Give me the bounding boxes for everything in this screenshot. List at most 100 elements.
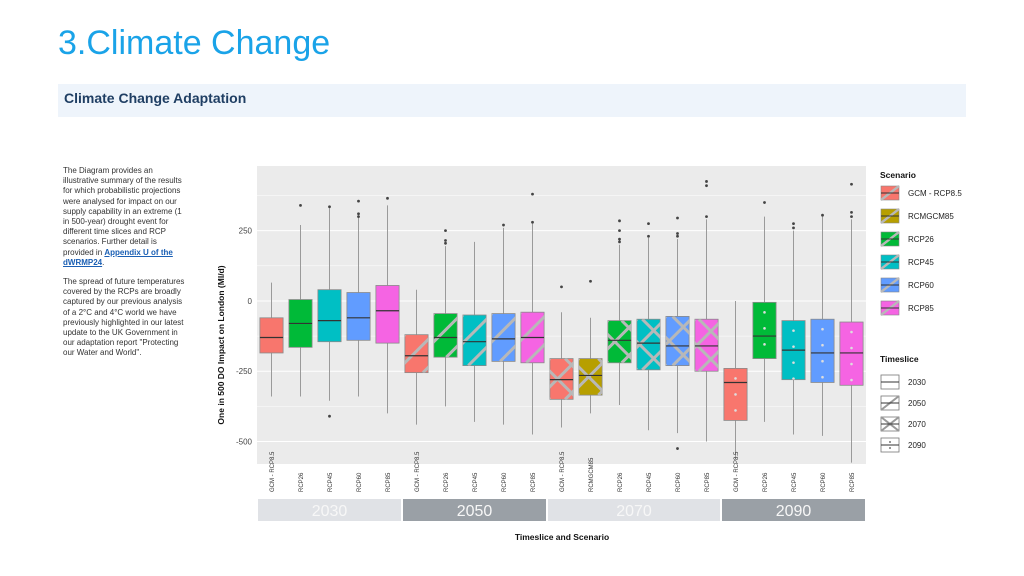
hatch-line <box>433 316 458 344</box>
pattern-dot <box>763 343 766 346</box>
box-2050-rcp85 <box>520 192 545 435</box>
outlier-point <box>444 229 447 233</box>
legend-timeslice-title: Timeslice <box>880 354 919 364</box>
description-paragraph-2: The spread of future temperatures covere… <box>63 277 185 358</box>
box-2070-rcp26 <box>607 219 632 405</box>
section-banner: Climate Change Adaptation <box>58 84 966 117</box>
outlier-point <box>676 447 679 450</box>
legend-timeslice-label: 2090 <box>908 441 926 450</box>
x-tick-label: RCP26 <box>618 472 624 492</box>
legend-timeslice-item: 2090 <box>880 437 926 453</box>
box-2030-rcp45 <box>317 205 342 418</box>
y-tick-label: 0 <box>248 297 253 306</box>
box-pattern <box>792 329 795 380</box>
boxes <box>259 180 864 463</box>
outlier-point <box>618 229 621 233</box>
description-p1-end: . <box>102 257 105 267</box>
legend-scenario-item: RCP85 <box>880 300 934 316</box>
box-2090-rcp26 <box>752 201 777 422</box>
legend-timeslice: 2030 2050 2070 2090 <box>880 374 926 453</box>
y-axis-label: One in 500 DO Impact on London (Ml/d) <box>216 265 226 424</box>
outlier-point <box>850 210 853 214</box>
hatch-line <box>641 349 661 370</box>
hatch-line <box>445 344 458 358</box>
section-heading: Climate Change Adaptation <box>64 90 247 106</box>
outlier-point <box>705 184 708 188</box>
legend-scenario-label: RCP60 <box>908 281 934 290</box>
legend-scenario-item: RCP26 <box>880 231 934 247</box>
box-body <box>259 317 284 354</box>
pattern-dot <box>734 409 737 412</box>
box-pattern <box>734 377 737 412</box>
box-body <box>810 318 835 383</box>
box-pattern <box>462 315 487 366</box>
outlier-point <box>328 414 331 418</box>
legend-scenario-item: RCMGCM85 <box>880 208 954 224</box>
box-2050-rcp26 <box>433 229 458 407</box>
outlier-point <box>792 226 795 230</box>
x-tick-label: RCP45 <box>473 472 479 492</box>
legend-scenario-label: RCP26 <box>908 235 934 244</box>
box-2090-gcm-rcp8-5 <box>723 300 748 459</box>
hatch-line <box>467 345 487 366</box>
outlier-point <box>792 222 795 226</box>
timeslice-label: 2070 <box>616 503 652 520</box>
description-text: The Diagram provides an illustrative sum… <box>63 166 189 368</box>
outlier-point <box>647 234 650 238</box>
box-pattern <box>850 330 853 382</box>
legend-scenario-label: RCP45 <box>908 258 934 267</box>
legend-swatch-dot <box>889 441 891 443</box>
box-2050-gcm-rcp8-5 <box>404 289 429 425</box>
outlier-point <box>850 215 853 219</box>
x-tick-label: RCP85 <box>386 472 392 492</box>
hatch-line <box>671 347 690 366</box>
slide-title: 3.Climate Change <box>58 24 331 62</box>
outlier-point <box>676 216 679 220</box>
pattern-dot <box>734 393 737 396</box>
pattern-dot <box>850 346 853 350</box>
outlier-point <box>299 203 302 207</box>
legend-scenario-label: RCMGCM85 <box>908 212 954 221</box>
pattern-dot <box>763 311 766 314</box>
x-tick-label: RCP85 <box>850 472 856 492</box>
legend-scenario-item: GCM - RCP8.5 <box>880 185 962 201</box>
outlier-point <box>705 180 708 183</box>
x-tick-label: RCP60 <box>502 472 508 492</box>
timeslice-strip <box>403 499 546 521</box>
x-tick-label: RCP60 <box>821 472 827 492</box>
box-pattern <box>821 327 824 379</box>
x-tick-label: RCMGCM85 <box>589 457 595 492</box>
pattern-dot <box>792 377 795 380</box>
x-tick-label: GCM - RCP8.5 <box>415 451 421 492</box>
timeslice-label: 2090 <box>776 503 812 520</box>
timeslice-strips: 2030 2050 2070 2090 <box>258 499 865 521</box>
timeslice-label: 2050 <box>457 503 493 520</box>
hatch-line <box>697 349 719 372</box>
box-2070-rcp60 <box>665 216 690 450</box>
outlier-point <box>531 192 534 196</box>
y-axis-ticks: 250 0 -250 -500 <box>236 227 253 447</box>
x-axis-label: Timeslice and Scenario <box>515 532 609 542</box>
outlier-point <box>357 212 360 216</box>
box-2030-rcp60 <box>346 199 371 397</box>
pattern-dot <box>792 361 795 364</box>
box-body <box>404 334 429 374</box>
legend-scenario-item: RCP60 <box>880 277 934 293</box>
outlier-point <box>618 240 621 244</box>
outlier-point <box>444 241 447 245</box>
outlier-point <box>560 285 563 289</box>
x-tick-label: RCP45 <box>328 472 334 492</box>
x-tick-label: GCM - RCP8.5 <box>734 451 740 492</box>
box-2090-rcp60 <box>810 213 835 436</box>
x-axis-tick-labels: GCM - RCP8.5 RCP26 RCP45 RCP60 RCP85 GCM - RC… <box>270 451 856 492</box>
appendix-link[interactable]: Appendix U of the dWRMP24 <box>63 247 173 267</box>
box-2050-rcp45 <box>462 241 487 422</box>
x-tick-label: RCP60 <box>676 472 682 492</box>
outlier-point <box>763 201 766 204</box>
box-pattern <box>763 311 766 346</box>
pattern-dot <box>734 377 737 380</box>
hatch-line <box>665 335 690 363</box>
legend-timeslice-label: 2070 <box>908 420 926 429</box>
legend-scenario-label: RCP85 <box>908 304 934 313</box>
